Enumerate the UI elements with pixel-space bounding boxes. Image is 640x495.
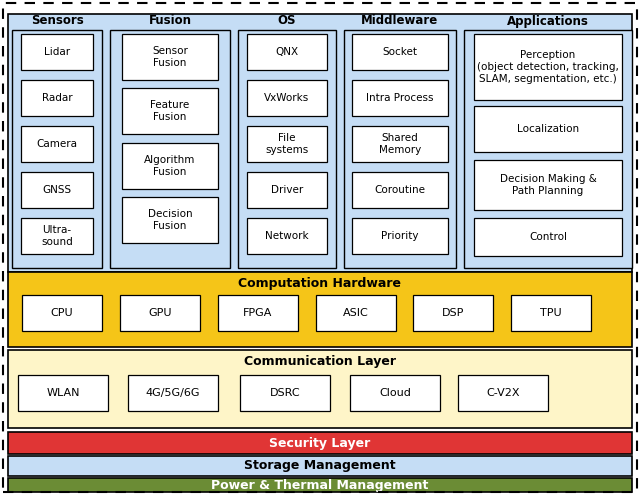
Bar xyxy=(464,30,632,268)
Text: WLAN: WLAN xyxy=(46,388,80,398)
Text: DSRC: DSRC xyxy=(269,388,300,398)
Text: OS: OS xyxy=(278,14,296,28)
Text: Lidar: Lidar xyxy=(44,47,70,57)
Bar xyxy=(122,88,218,134)
Text: Decision
Fusion: Decision Fusion xyxy=(148,209,192,231)
Bar xyxy=(21,218,93,254)
Text: Middleware: Middleware xyxy=(362,14,438,28)
Bar xyxy=(247,34,327,70)
Bar xyxy=(350,375,440,411)
Bar xyxy=(21,80,93,116)
Text: Localization: Localization xyxy=(517,124,579,134)
Bar xyxy=(122,197,218,243)
Bar xyxy=(247,172,327,208)
Text: Applications: Applications xyxy=(507,14,589,28)
Bar xyxy=(218,295,298,331)
Bar xyxy=(474,106,622,152)
Text: Cloud: Cloud xyxy=(379,388,411,398)
Bar xyxy=(413,295,493,331)
Text: TPU: TPU xyxy=(540,308,562,318)
Bar xyxy=(8,14,632,272)
Text: Camera: Camera xyxy=(36,139,77,149)
Bar xyxy=(18,375,108,411)
Text: Communication Layer: Communication Layer xyxy=(244,354,396,367)
Text: Network: Network xyxy=(265,231,309,241)
Bar xyxy=(8,432,632,454)
Text: Ultra-
sound: Ultra- sound xyxy=(41,225,73,247)
Bar xyxy=(21,34,93,70)
Text: Fusion: Fusion xyxy=(148,14,191,28)
Bar xyxy=(474,34,622,100)
Bar xyxy=(22,295,102,331)
Text: Perception
(object detection, tracking,
SLAM, segmentation, etc.): Perception (object detection, tracking, … xyxy=(477,50,619,84)
Text: Radar: Radar xyxy=(42,93,72,103)
Text: Intra Process: Intra Process xyxy=(366,93,434,103)
Text: GPU: GPU xyxy=(148,308,172,318)
Bar xyxy=(238,30,336,268)
Bar xyxy=(511,295,591,331)
Bar xyxy=(120,295,200,331)
Text: Decision Making &
Path Planning: Decision Making & Path Planning xyxy=(500,174,596,196)
Text: QNX: QNX xyxy=(275,47,299,57)
Text: Control: Control xyxy=(529,232,567,242)
Text: Algorithm
Fusion: Algorithm Fusion xyxy=(144,155,196,177)
Text: 4G/5G/6G: 4G/5G/6G xyxy=(146,388,200,398)
Bar xyxy=(344,30,456,268)
Bar xyxy=(122,143,218,189)
Bar xyxy=(8,456,632,476)
Bar xyxy=(12,30,102,268)
Bar xyxy=(8,350,632,428)
Text: Storage Management: Storage Management xyxy=(244,459,396,473)
Text: VxWorks: VxWorks xyxy=(264,93,310,103)
Text: Priority: Priority xyxy=(381,231,419,241)
Text: CPU: CPU xyxy=(51,308,74,318)
Bar xyxy=(8,272,632,347)
Bar xyxy=(8,478,632,492)
Text: Computation Hardware: Computation Hardware xyxy=(239,277,401,290)
Text: Security Layer: Security Layer xyxy=(269,437,371,449)
Text: Sensor
Fusion: Sensor Fusion xyxy=(152,46,188,68)
Text: Socket: Socket xyxy=(383,47,417,57)
Text: ASIC: ASIC xyxy=(343,308,369,318)
Bar xyxy=(352,34,448,70)
Bar xyxy=(352,218,448,254)
Bar xyxy=(110,30,230,268)
Text: Sensors: Sensors xyxy=(31,14,83,28)
Text: GNSS: GNSS xyxy=(42,185,72,195)
Text: Shared
Memory: Shared Memory xyxy=(379,133,421,155)
Bar xyxy=(458,375,548,411)
Bar xyxy=(240,375,330,411)
Bar xyxy=(352,80,448,116)
Bar xyxy=(352,172,448,208)
Bar xyxy=(352,126,448,162)
Bar xyxy=(247,218,327,254)
Bar xyxy=(247,126,327,162)
Bar xyxy=(128,375,218,411)
Bar xyxy=(21,126,93,162)
Text: Feature
Fusion: Feature Fusion xyxy=(150,100,189,122)
Bar xyxy=(474,160,622,210)
Bar xyxy=(21,172,93,208)
Text: Coroutine: Coroutine xyxy=(374,185,426,195)
Bar xyxy=(316,295,396,331)
Bar xyxy=(247,80,327,116)
Text: Driver: Driver xyxy=(271,185,303,195)
Text: FPGA: FPGA xyxy=(243,308,273,318)
Text: DSP: DSP xyxy=(442,308,464,318)
Text: Power & Thermal Management: Power & Thermal Management xyxy=(211,479,429,492)
Bar xyxy=(122,34,218,80)
Text: File
systems: File systems xyxy=(266,133,308,155)
Bar xyxy=(474,218,622,256)
Text: C-V2X: C-V2X xyxy=(486,388,520,398)
